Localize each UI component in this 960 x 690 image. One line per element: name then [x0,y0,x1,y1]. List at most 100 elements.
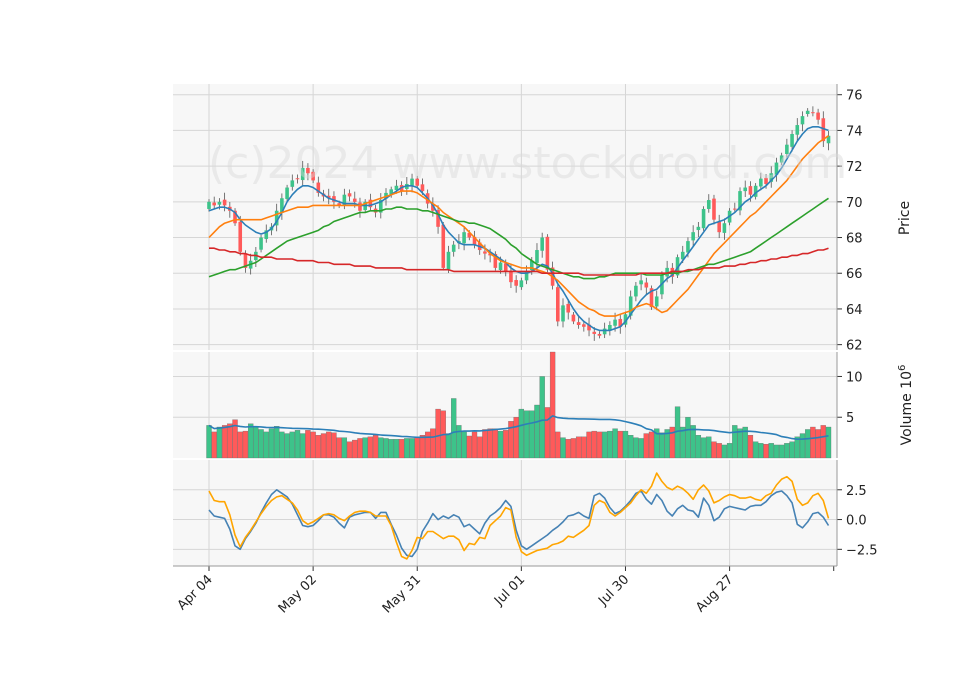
candle-body [613,319,617,326]
candle-body [467,232,472,238]
candle-body [795,125,800,135]
indicator-line-1 [208,488,830,558]
x-tick-label: May 02 [276,572,320,616]
panel-bg-price [173,84,837,350]
volume-bar [284,433,290,459]
candle-body [420,184,425,192]
candle-body [243,253,248,268]
indicator-tick-label: −2.5 [846,543,878,558]
candle-body [415,178,420,186]
volume-bar [518,408,525,459]
indicator-tick-label: 0.0 [846,514,867,529]
candle-body [342,194,347,206]
candle-body [233,210,237,224]
volume-bar [352,439,358,459]
candle-body [514,280,518,286]
candle-body [582,324,586,327]
volume-bar [617,430,623,459]
volume-bar [810,426,816,459]
volume-bar [253,426,259,459]
volume-bar [570,438,577,459]
volume-bar [648,431,655,459]
x-tick-label: Jul 30 [595,572,632,609]
candle-body [571,314,576,322]
volume-axis-label: Volume 106 [897,365,915,446]
volume-bar [206,425,212,459]
candle-body [326,195,331,199]
volume-bar [560,437,566,459]
candle-body [306,167,310,174]
candle-body [509,270,513,283]
candle-body [545,236,550,270]
candle-body [264,230,269,239]
candle-body [790,133,794,147]
x-tick-label: Aug 27 [693,572,736,615]
candle-body [670,267,675,277]
candle-body [821,118,826,142]
candle-body [623,314,628,325]
volume-bar [461,431,467,459]
volume-bar [274,426,280,459]
candle-body [352,198,357,202]
candle-body [628,296,633,316]
volume-bar [565,439,571,459]
candle-body [316,182,321,193]
volume-bar [341,437,348,459]
candle-body [311,171,315,181]
candle-body [748,186,753,195]
volume-bar [331,432,337,459]
candle-body [394,185,399,191]
volume-bar [388,439,394,459]
volume-bar [326,431,332,459]
volume-bar [289,431,295,459]
candle-body [259,237,263,250]
volume-bar [294,430,301,459]
volume-bar [581,436,587,459]
x-tick-label: Jul 01 [491,572,528,609]
volume-bar [555,431,561,459]
volume-bar [523,410,530,459]
candle-body [446,251,451,270]
candle-body [675,257,680,276]
candle-body [540,237,544,251]
volume-bar [794,436,800,459]
volume-bar [742,426,748,459]
candle-body [358,202,362,211]
volume-bar [539,376,545,459]
candle-body [483,251,487,254]
candle-body [680,251,685,260]
candle-body [805,110,810,114]
volume-bar [529,410,535,459]
volume-bar [732,425,738,459]
x-tick-label: Apr 04 [175,572,216,613]
volume-bar [721,444,728,459]
volume-bar [315,435,321,459]
volume-bar [680,426,686,459]
candle-body [592,331,597,334]
candle-body [665,267,669,277]
candle-body [686,241,690,253]
volume-bar [237,431,243,459]
candle-body [238,221,243,252]
candle-body [285,187,289,199]
volume-bar [805,429,811,459]
volume-bar [737,428,743,459]
volume-bar [633,437,639,459]
volume-bar [685,417,691,459]
candle-body [644,282,649,288]
volume-bar [221,425,228,459]
volume-bar [726,443,733,459]
price-tick-label: 70 [846,196,863,211]
candle-body [347,193,352,197]
candle-body [368,199,373,208]
volume-bar [700,437,707,459]
volume-bar [263,431,269,459]
volume-bar [372,435,379,459]
volume-bar [695,435,702,459]
volume-bar [706,436,712,459]
candle-body [774,162,779,175]
volume-bar [300,433,306,459]
volume-bar [362,437,368,459]
volume-bar [575,436,582,459]
